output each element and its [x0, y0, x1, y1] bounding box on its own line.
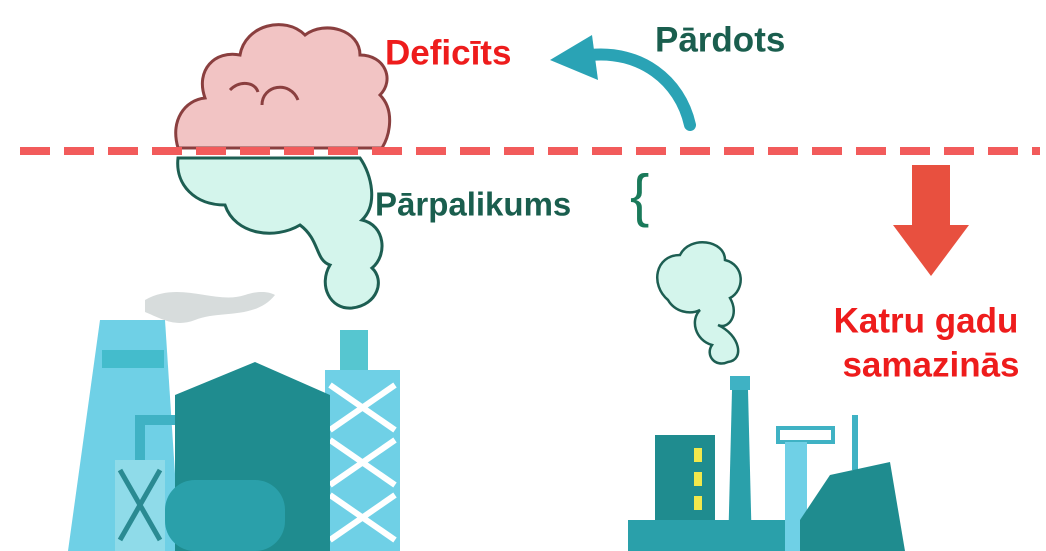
deficit-label: Deficīts [385, 33, 511, 72]
sold-label: Pārdots [655, 20, 785, 59]
surplus-cloud [178, 158, 382, 308]
reduction-arrow [893, 165, 969, 276]
reduction-label: Katru gadu [834, 301, 1019, 340]
small-smoke [657, 242, 740, 363]
reduction-label: samazinās [842, 345, 1019, 384]
deficit-cloud [176, 25, 390, 148]
brace: { [630, 163, 649, 228]
small-factory [628, 376, 905, 551]
surplus-label: Pārpalikums [375, 186, 571, 223]
diagram: Deficīts Pārdots Pārpalikums { Katru gad… [0, 0, 1046, 551]
large-factory [68, 292, 400, 551]
